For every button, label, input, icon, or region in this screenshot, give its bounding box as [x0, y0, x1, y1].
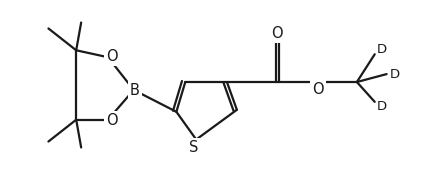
Text: O: O — [106, 49, 118, 64]
Text: D: D — [377, 100, 387, 113]
Text: O: O — [106, 113, 118, 128]
Text: D: D — [377, 43, 387, 56]
Text: B: B — [130, 83, 140, 99]
Text: O: O — [271, 26, 282, 41]
Text: D: D — [389, 68, 400, 81]
Text: O: O — [312, 82, 324, 98]
Text: S: S — [189, 140, 198, 155]
